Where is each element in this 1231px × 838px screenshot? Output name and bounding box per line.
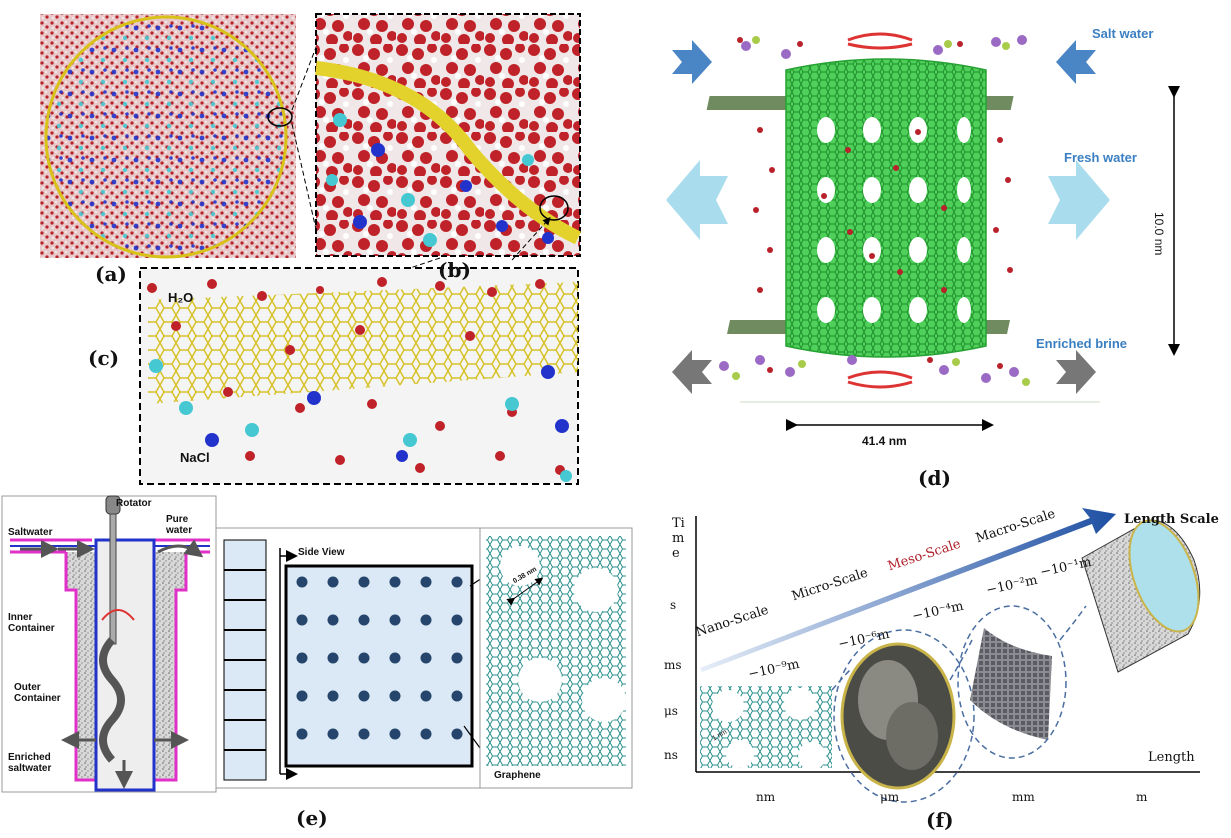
rotation-indicator: [101, 609, 135, 621]
ytick-ns: ns: [664, 748, 678, 762]
inner-container-label: Inner Container: [8, 612, 55, 634]
salt-water-arrow-left: [672, 40, 712, 84]
brine-arrow-right: [1056, 350, 1096, 394]
graphene-ring: [44, 15, 288, 259]
membrane-pore: [389, 690, 401, 702]
membrane-pore: [420, 728, 432, 740]
graphene-membrane-face: [284, 564, 474, 768]
membrane-pore: [451, 728, 463, 740]
brine-arrow-left: [672, 350, 712, 394]
membrane-pore: [327, 728, 339, 740]
membrane-pore: [451, 652, 463, 664]
meso-sheet: [970, 628, 1052, 740]
fresh-water-label: Fresh water: [1064, 150, 1137, 165]
molecules-c: [147, 277, 572, 482]
ytick-ms: ms: [664, 658, 682, 672]
length-axis-label: Length: [1148, 750, 1195, 765]
membrane-pore: [327, 652, 339, 664]
membrane-pore: [420, 652, 432, 664]
ytick-us: μs: [664, 704, 678, 718]
rotator-label: Rotator: [116, 498, 152, 509]
membrane-pore: [389, 576, 401, 588]
salt-label: NaCl: [180, 450, 210, 465]
membrane-pore: [327, 614, 339, 626]
salt-water-label: Salt water: [1092, 26, 1154, 41]
membrane-pore: [420, 690, 432, 702]
ion-region: [46, 17, 286, 257]
panel-label-d: (d): [918, 466, 951, 490]
xtick-um: μm: [880, 790, 900, 804]
water-molecules-d: [737, 37, 1013, 373]
membrane-pore: [451, 614, 463, 626]
zoom-line-2: [291, 123, 319, 239]
membrane-pore: [389, 614, 401, 626]
side-view-label: Side View: [298, 547, 345, 558]
membrane-pore: [451, 690, 463, 702]
nanotube: [785, 58, 987, 358]
membrane-pore: [358, 614, 370, 626]
length-scale-label: Length Scale: [1124, 512, 1219, 527]
membrane-pore: [296, 728, 308, 740]
graphene-sheet-c: [148, 282, 578, 404]
xtick-mm: mm: [1012, 790, 1035, 804]
fresh-water-arrow-left: [666, 160, 728, 240]
membrane-pore: [358, 690, 370, 702]
side-view-layers: [224, 569, 266, 751]
time-axis-label: Tim e: [672, 516, 685, 561]
length-scale-arrow: [700, 508, 1116, 672]
membrane-pore: [389, 728, 401, 740]
ytick-s: s: [670, 598, 677, 612]
ions-b: [326, 113, 554, 247]
xtick-m: m: [1136, 790, 1148, 804]
membrane-pore: [327, 576, 339, 588]
enriched-saltwater-label: Enriched saltwater: [8, 752, 52, 774]
panel-label-e: (e): [296, 806, 328, 830]
membrane-pore: [451, 576, 463, 588]
membrane-pore: [296, 690, 308, 702]
membrane-pore: [420, 576, 432, 588]
fresh-water-arrow-right: [1048, 160, 1110, 240]
pure-water-label: Pure water: [166, 514, 193, 536]
membrane-pore: [358, 576, 370, 588]
graphene-sheet-b: [315, 61, 582, 245]
membrane-pore: [420, 614, 432, 626]
membrane-pore: [327, 690, 339, 702]
water-label: H₂O: [168, 290, 194, 305]
rotation-arrow-top: [847, 32, 913, 50]
zoom-line-1: [291, 41, 319, 111]
membrane-pore: [389, 652, 401, 664]
graphene-label: Graphene: [494, 770, 541, 781]
membrane-pores-e: [296, 576, 463, 740]
salt-water-arrow-right: [1056, 40, 1096, 84]
rotation-arrow-bottom: [847, 370, 913, 389]
panel-label-a: (a): [95, 262, 127, 286]
membrane-pore: [296, 576, 308, 588]
outer-container-label: Outer Container: [14, 682, 61, 704]
enriched-brine-label: Enriched brine: [1036, 336, 1128, 351]
membrane-pore: [296, 614, 308, 626]
panel-label-b: (b): [438, 258, 471, 282]
zoom-marker-b: [539, 195, 569, 221]
nanotube-pores: [817, 117, 971, 323]
membrane-pore: [358, 652, 370, 664]
salt-ions-d: [719, 35, 1030, 386]
zoom-marker-a: [267, 107, 293, 127]
saltwater-label: Saltwater: [8, 527, 53, 538]
xtick-nm: nm: [756, 790, 776, 804]
width-label: 41.4 nm: [862, 434, 907, 448]
membrane-pore: [358, 728, 370, 740]
membrane-pore: [296, 652, 308, 664]
helix-rotor: [99, 637, 125, 763]
panel-label-f: (f): [926, 808, 954, 832]
panel-label-c: (c): [88, 346, 120, 370]
